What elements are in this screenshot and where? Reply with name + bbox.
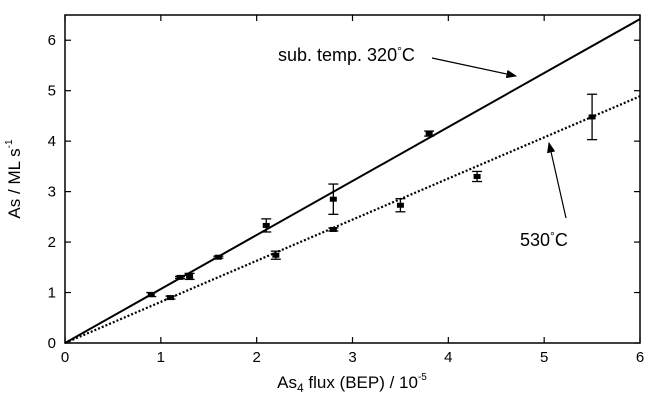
data-point <box>272 252 280 258</box>
data-point <box>396 202 404 208</box>
data-point <box>262 222 270 228</box>
data-points <box>147 114 596 301</box>
y-tick-label: 2 <box>48 234 56 251</box>
y-tick-label: 3 <box>48 184 56 201</box>
error-bars <box>146 93 598 300</box>
x-tick-label: 4 <box>444 349 452 366</box>
y-tick-label: 0 <box>48 335 56 352</box>
x-tick-label: 3 <box>348 349 356 366</box>
y-tick-label: 4 <box>48 133 56 150</box>
x-tick-label: 2 <box>252 349 260 366</box>
axis-ticks <box>64 15 641 344</box>
y-tick-label: 5 <box>48 83 56 100</box>
x-tick-label: 1 <box>157 349 165 366</box>
x-axis-label: As4 flux (BEP) / 10-5 <box>277 372 427 395</box>
data-point <box>176 274 184 280</box>
data-point <box>186 273 194 279</box>
y-tick-label: 1 <box>48 285 56 302</box>
fit-line-1 <box>64 18 641 344</box>
data-point <box>329 226 337 232</box>
x-tick-label: 0 <box>61 349 69 366</box>
annotation-530c-arrow <box>547 141 567 219</box>
data-point <box>147 292 155 298</box>
fit-lines <box>64 18 641 345</box>
x-tick-label: 6 <box>636 349 644 366</box>
y-tick-label: 6 <box>48 32 56 49</box>
data-point <box>588 114 596 120</box>
fit-line-2 <box>64 95 641 345</box>
data-point <box>166 295 174 301</box>
annotation-320c: sub. temp. 320°C <box>278 44 415 65</box>
y-axis-label: As / ML s-1 <box>4 139 24 219</box>
data-point <box>425 131 433 137</box>
data-point <box>214 254 222 260</box>
annotation-530c: 530°C <box>520 229 568 250</box>
tick-labels: 0 1 2 3 4 5 6 0 1 2 3 4 5 6 <box>48 32 645 366</box>
x-tick-label: 5 <box>540 349 548 366</box>
annotation-320c-arrow <box>431 57 518 79</box>
data-point <box>329 196 337 202</box>
data-point <box>473 173 481 179</box>
